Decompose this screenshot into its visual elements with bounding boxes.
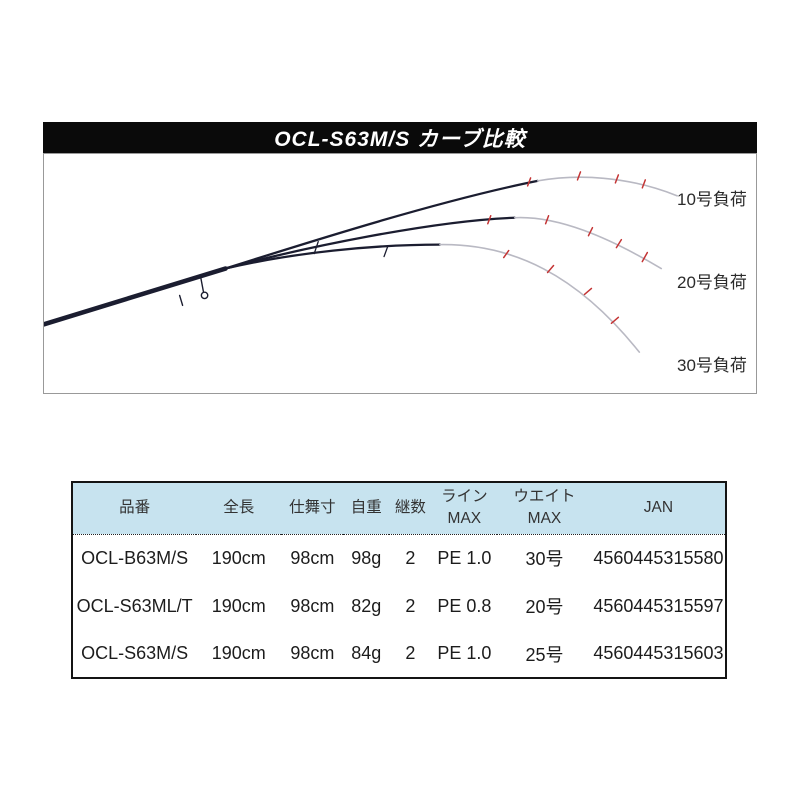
table-header-row: 品番 全長 仕舞寸 自重 継数 ライン MAX ウエイト MAX JAN: [72, 482, 726, 534]
col-header-length: 全長: [223, 499, 255, 517]
rod-curve-10-load: [224, 176, 679, 270]
cell-jan: 4560445315603: [593, 643, 724, 663]
cell-weight-max: 30号: [525, 549, 564, 570]
rod-curve-30-load: [224, 243, 641, 353]
rod-guide-marks: [487, 171, 649, 325]
page-title: OCL-S63M/S カーブ比較: [274, 127, 526, 151]
cell-sections: 2: [405, 547, 416, 568]
cell-sections: 2: [405, 643, 416, 663]
cell-line-max: PE 0.8: [437, 595, 492, 616]
load-label-20: 20号負荷: [677, 273, 747, 292]
cell-sections: 2: [405, 595, 416, 616]
cell-closed-length: 98cm: [290, 547, 335, 568]
load-label-10: 10号負荷: [677, 190, 747, 209]
col-header-model: 品番: [119, 499, 151, 517]
cell-line-max: PE 1.0: [437, 547, 492, 568]
table-row: OCL-B63M/S 190cm 98cm 98g 2 PE 1.0 30号 4…: [72, 534, 726, 582]
rod-butt: [44, 266, 228, 327]
cell-model: OCL-S63ML/T: [76, 595, 193, 616]
cell-length: 190cm: [211, 643, 266, 663]
col-header-weight: 自重: [350, 499, 382, 517]
spec-table: 品番 全長 仕舞寸 自重 継数 ライン MAX ウエイト MAX JAN OCL…: [71, 481, 727, 679]
cell-weight: 84g: [351, 643, 382, 663]
col-header-jan: JAN: [643, 499, 674, 517]
col-header-line-max: ライン MAX: [441, 487, 488, 528]
col-header-closed-length: 仕舞寸: [289, 499, 336, 517]
rod-curves-illustration: [44, 171, 679, 353]
rod-curve-20-load: [224, 216, 663, 270]
col-header-weight-max: ウエイト MAX: [513, 487, 576, 528]
load-label-30: 30号負荷: [677, 356, 747, 375]
col-header-sections: 継数: [394, 499, 426, 517]
cell-weight-max: 20号: [525, 597, 564, 617]
cell-line-max: PE 1.0: [437, 643, 492, 663]
cell-jan: 4560445315580: [593, 547, 724, 568]
table-row: OCL-S63ML/T 190cm 98cm 82g 2 PE 0.8 20号 …: [72, 582, 726, 630]
table-row: OCL-S63M/S 190cm 98cm 84g 2 PE 1.0 25号 4…: [72, 630, 726, 678]
cell-model: OCL-S63M/S: [81, 643, 189, 663]
cell-closed-length: 98cm: [290, 643, 335, 663]
cell-closed-length: 98cm: [290, 595, 335, 616]
cell-jan: 4560445315597: [593, 595, 724, 616]
cell-model: OCL-B63M/S: [81, 547, 189, 568]
cell-weight: 82g: [351, 595, 382, 616]
curve-comparison-diagram: 10号負荷 20号負荷 30号負荷: [43, 153, 757, 394]
cell-length: 190cm: [211, 547, 266, 568]
title-bar: OCL-S63M/S カーブ比較: [43, 122, 757, 153]
cell-length: 190cm: [211, 595, 266, 616]
cell-weight: 98g: [351, 547, 382, 568]
cell-weight-max: 25号: [525, 644, 564, 665]
